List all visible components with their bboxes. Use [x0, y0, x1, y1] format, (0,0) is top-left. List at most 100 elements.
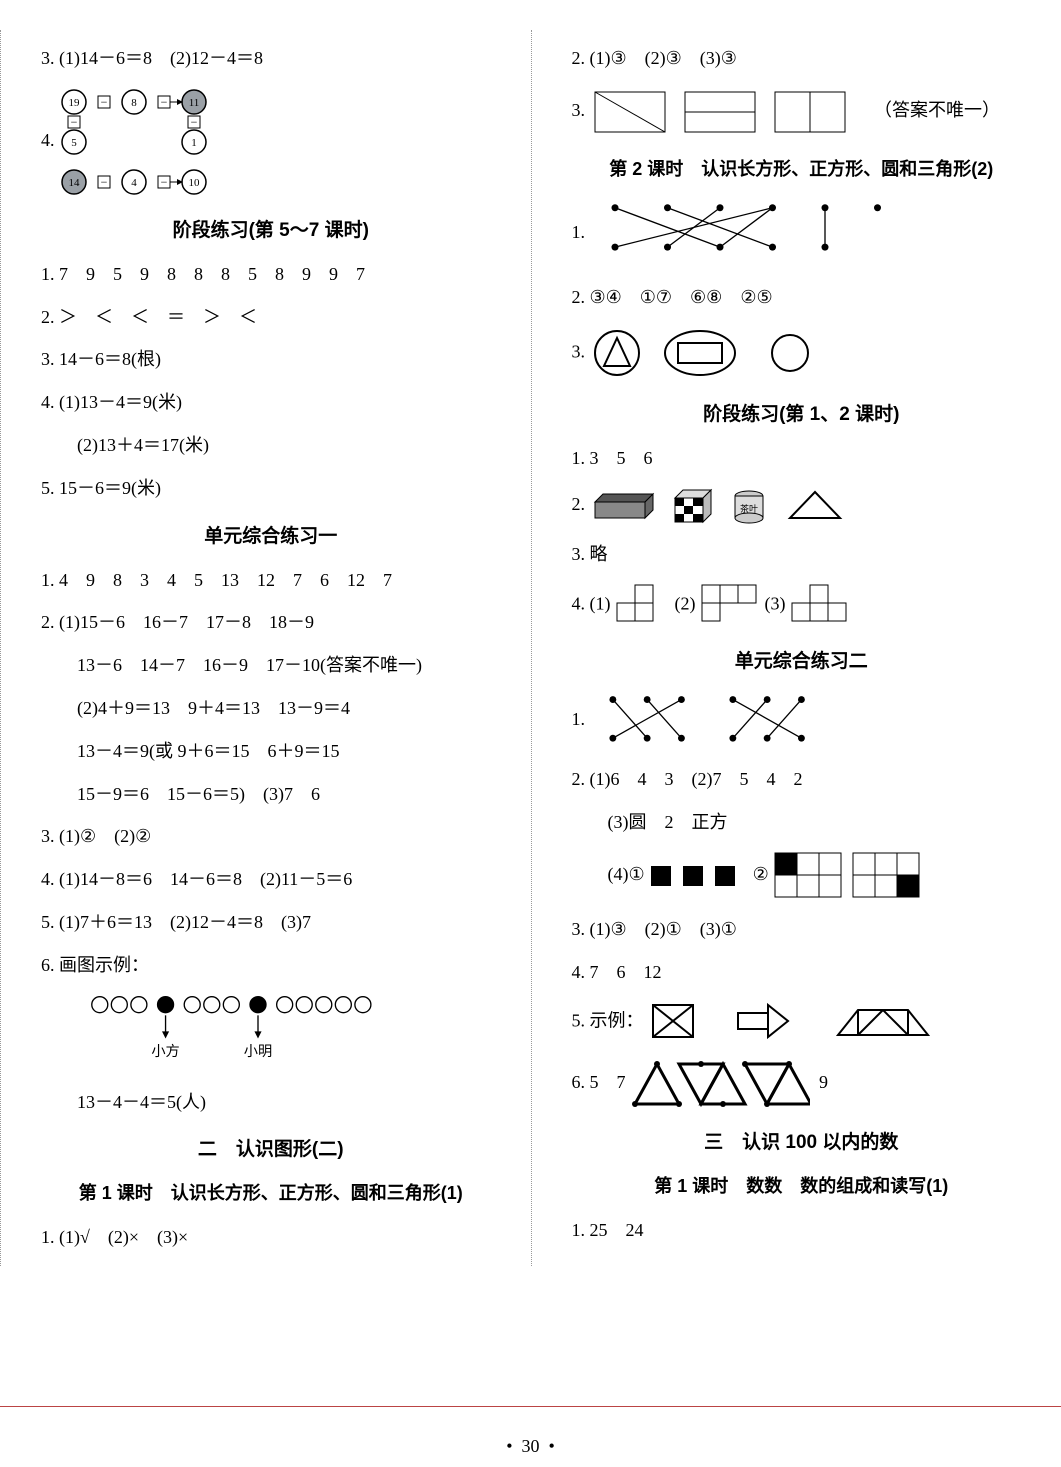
s4-q6-post: 9: [819, 1073, 828, 1093]
r-q3-note: （答案不唯一）: [874, 100, 1000, 120]
s3-q4-p2: (2): [675, 594, 696, 614]
s2-q2d: 13－4＝9(或 9＋6＝15 6＋9＝15: [41, 737, 501, 766]
q4-diagram: 19 8 11 5 1 14 4 10 − − − − − −: [59, 87, 239, 197]
tetromino-2: [700, 583, 760, 628]
svg-text:19: 19: [69, 97, 81, 109]
s4-q3: 3. (1)③ (2)① (3)①: [572, 915, 1032, 944]
s1-q3: 3. 14－6＝8(根): [41, 345, 501, 374]
section-unit-2: 单元综合练习二: [572, 646, 1032, 673]
tetromino-1: [615, 583, 670, 628]
r-q3: 3. （答案不唯一）: [572, 87, 1032, 137]
s2-q6-ans: 13－4－4＝5(人): [41, 1088, 501, 1117]
s1-q2: 2. ＞ ＜ ＜ ＝ ＞ ＜: [41, 303, 501, 332]
l2-q1: 1.: [572, 199, 1032, 269]
s4-q2b: (3)圆 2 正方: [572, 808, 1032, 837]
right-column: 2. (1)③ (2)③ (3)③ 3. （答案不唯一） 第 2 课时 认识长方…: [531, 30, 1061, 1266]
s4-q2c-mid: ②: [753, 864, 769, 884]
s4-q4: 4. 7 6 12: [572, 958, 1032, 987]
footer-rule: [0, 1406, 1061, 1407]
s1-q1: 1. 7 9 5 9 8 8 8 5 8 9 9 7: [41, 260, 501, 289]
objects-row-diagram: 茶叶: [590, 486, 870, 526]
svg-text:−: −: [101, 95, 108, 109]
q4: 4. 19 8 11 5 1 14 4 10 − − − − − −: [41, 87, 501, 197]
columns: 3. (1)14－6＝8 (2)12－4＝8 4. 19 8 11 5 1 14 4 10 − −…: [0, 30, 1061, 1266]
s3-q4: 4. (1) (2) (3): [572, 583, 1032, 628]
r-q2: 2. (1)③ (2)③ (3)③: [572, 44, 1032, 73]
chapter-2-title: 二 认识图形(二): [41, 1134, 501, 1161]
s1-q4b: (2)13＋4＝17(米): [41, 431, 501, 460]
circles-row-diagram: 小方 小明: [77, 994, 407, 1074]
s4-q2a: 2. (1)6 4 3 (2)7 5 4 2: [572, 765, 1032, 794]
s4-q5: 5. 示例：: [572, 1000, 1032, 1045]
tetromino-3: [790, 583, 850, 628]
matchstick-triangles-diagram: [630, 1059, 810, 1109]
left-column: 3. (1)14－6＝8 (2)12－4＝8 4. 19 8 11 5 1 14 4 10 − −…: [0, 30, 531, 1266]
page-number: 30: [522, 1436, 540, 1456]
s2-q2b: 13－6 14－7 16－9 17－10(答案不唯一): [41, 651, 501, 680]
s2-q6-label: 6. 画图示例：: [41, 951, 501, 980]
s3-q3: 3. 略: [572, 540, 1032, 569]
s2-q2a: 2. (1)15－6 16－7 17－8 18－9: [41, 608, 501, 637]
svg-text:茶叶: 茶叶: [739, 503, 757, 514]
s4-q2c: (4)① ②: [572, 851, 1032, 901]
section-stage-1-2: 阶段练习(第 1、2 课时): [572, 399, 1032, 426]
svg-text:−: −: [101, 175, 108, 189]
svg-text:小方: 小方: [151, 1043, 179, 1060]
svg-text:4: 4: [131, 177, 137, 189]
svg-text:−: −: [161, 175, 168, 189]
r-q3-label: 3.: [572, 100, 586, 120]
s2-q3: 3. (1)② (2)②: [41, 822, 501, 851]
svg-text:14: 14: [69, 177, 81, 189]
s2-q6-diagram: 小方 小明: [41, 994, 501, 1074]
three-rects-diagram: [590, 87, 870, 137]
three-squares-icon: [649, 864, 739, 888]
svg-text:小明: 小明: [244, 1043, 272, 1060]
s2-q5: 5. (1)7＋6＝13 (2)12－4＝8 (3)7: [41, 908, 501, 937]
q3: 3. (1)14－6＝8 (2)12－4＝8: [41, 44, 501, 73]
s2-q2c: (2)4＋9＝13 9＋4＝13 13－9＝4: [41, 694, 501, 723]
grid-pattern-icon: [773, 851, 923, 901]
svg-text:1: 1: [191, 137, 197, 149]
section-stage-5-7: 阶段练习(第 5～7 课时): [41, 215, 501, 242]
s4-q6: 6. 5 7 9: [572, 1059, 1032, 1109]
s3-q1: 1. 3 5 6: [572, 444, 1032, 473]
shapes-row-diagram: [590, 326, 850, 381]
s3-q4-label: 4.: [572, 594, 586, 614]
matching-diagram-2: [590, 691, 850, 751]
svg-text:5: 5: [71, 137, 77, 149]
l2-q3: 3.: [572, 326, 1032, 381]
s2-q1: 1. 4 9 8 3 4 5 13 12 7 6 12 7: [41, 566, 501, 595]
page-footer: • 30 •: [0, 1436, 1061, 1457]
lesson-1-title: 第 1 课时 认识长方形、正方形、圆和三角形(1): [41, 1179, 501, 1205]
s3-q4-p1: (1): [590, 594, 611, 614]
s1-q5: 5. 15－6＝9(米): [41, 474, 501, 503]
l3-q1: 1. 25 24: [572, 1216, 1032, 1245]
chapter-3-title: 三 认识 100 以内的数: [572, 1127, 1032, 1154]
s3-q2-label: 2.: [572, 495, 586, 515]
svg-text:11: 11: [189, 97, 200, 109]
s2-q2e: 15－9＝6 15－6＝5) (3)7 6: [41, 780, 501, 809]
l2-q1-label: 1.: [572, 222, 586, 242]
svg-text:8: 8: [131, 97, 137, 109]
lesson-2-title: 第 2 课时 认识长方形、正方形、圆和三角形(2): [572, 155, 1032, 181]
q4-label: 4.: [41, 130, 55, 150]
s4-q2c-label: (4)①: [608, 864, 645, 884]
example-shapes-diagram: [648, 1000, 948, 1045]
l2-q2: 2. ③④ ①⑦ ⑥⑧ ②⑤: [572, 283, 1032, 312]
matching-diagram-1: [590, 199, 920, 269]
svg-text:10: 10: [189, 177, 201, 189]
svg-text:−: −: [161, 95, 168, 109]
s4-q1: 1.: [572, 691, 1032, 751]
s4-q1-label: 1.: [572, 709, 586, 729]
l1-q1: 1. (1)√ (2)× (3)×: [41, 1223, 501, 1252]
svg-text:−: −: [71, 115, 78, 129]
s4-q6-pre: 6. 5 7: [572, 1073, 626, 1093]
lesson-3-title: 第 1 课时 数数 数的组成和读写(1): [572, 1172, 1032, 1198]
s3-q4-p3: (3): [765, 594, 786, 614]
s3-q2: 2.: [572, 486, 1032, 526]
s1-q4a: 4. (1)13－4＝9(米): [41, 388, 501, 417]
s2-q4: 4. (1)14－8＝6 14－6＝8 (2)11－5＝6: [41, 865, 501, 894]
svg-text:−: −: [191, 115, 198, 129]
l2-q3-label: 3.: [572, 341, 586, 361]
s4-q5-label: 5. 示例：: [572, 1011, 644, 1031]
